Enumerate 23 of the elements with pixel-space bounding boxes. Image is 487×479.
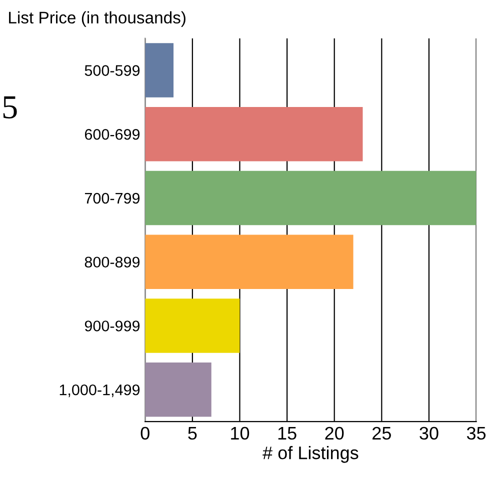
x-tick-label: 15 xyxy=(278,427,296,440)
y-tick-label: 600-699 xyxy=(84,128,140,140)
x-tick-label: 25 xyxy=(372,426,391,440)
y-tick-label: 800-899 xyxy=(84,256,140,268)
bar xyxy=(145,362,212,417)
bar xyxy=(145,43,174,98)
text: 5 xyxy=(3,96,17,119)
y-tick-label: 1,000-1,499 xyxy=(60,384,140,398)
y-tick-label: 500-599 xyxy=(84,65,140,76)
bar xyxy=(145,234,354,289)
bar xyxy=(145,298,240,353)
x-tick-label: 0 xyxy=(140,426,150,440)
x-tick-label: 5 xyxy=(188,427,197,440)
bar xyxy=(145,170,476,226)
y-tick-label: 900-999 xyxy=(84,320,140,332)
y-axis-title: List Price (in thousands) xyxy=(9,11,186,27)
x-tick-label: 35 xyxy=(466,426,486,440)
x-tick-label: 20 xyxy=(325,426,344,440)
x-tick-label: 10 xyxy=(231,426,250,440)
bar xyxy=(145,106,363,162)
x-tick-label: 30 xyxy=(420,426,438,440)
x-axis-title: # of Listings xyxy=(262,446,358,463)
y-tick-label: 700-799 xyxy=(84,192,140,204)
